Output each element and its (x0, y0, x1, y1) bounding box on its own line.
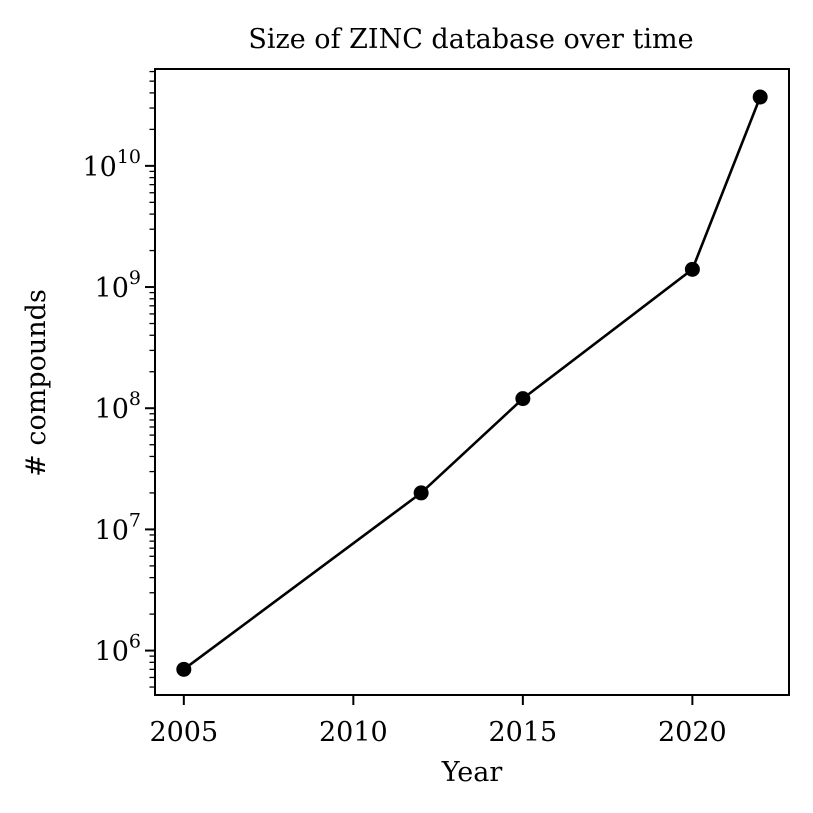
data-point (752, 89, 768, 105)
x-tick-label: 2010 (319, 717, 388, 748)
plot-frame (154, 68, 790, 696)
x-tick-label: 2005 (149, 717, 218, 748)
data-point (413, 485, 429, 501)
y-tick-label: 106 (95, 631, 141, 668)
y-tick-label: 107 (95, 509, 141, 546)
axis-ticks: 2005 2010 2015 2020 106 107 108 109 1010 (82, 70, 727, 748)
chart-title: Size of ZINC database over time (248, 24, 693, 55)
data-point (684, 261, 700, 277)
x-axis-label: Year (441, 757, 503, 788)
x-tick-label: 2020 (658, 717, 727, 748)
y-axis-label: # compounds (21, 289, 52, 477)
data-point (176, 661, 192, 677)
data-series (176, 89, 768, 677)
y-tick-label: 109 (95, 267, 141, 304)
y-tick-label: 108 (95, 388, 141, 425)
x-tick-label: 2015 (488, 717, 557, 748)
series-line (183, 96, 762, 671)
data-point (515, 391, 531, 407)
y-tick-label: 1010 (82, 146, 141, 183)
